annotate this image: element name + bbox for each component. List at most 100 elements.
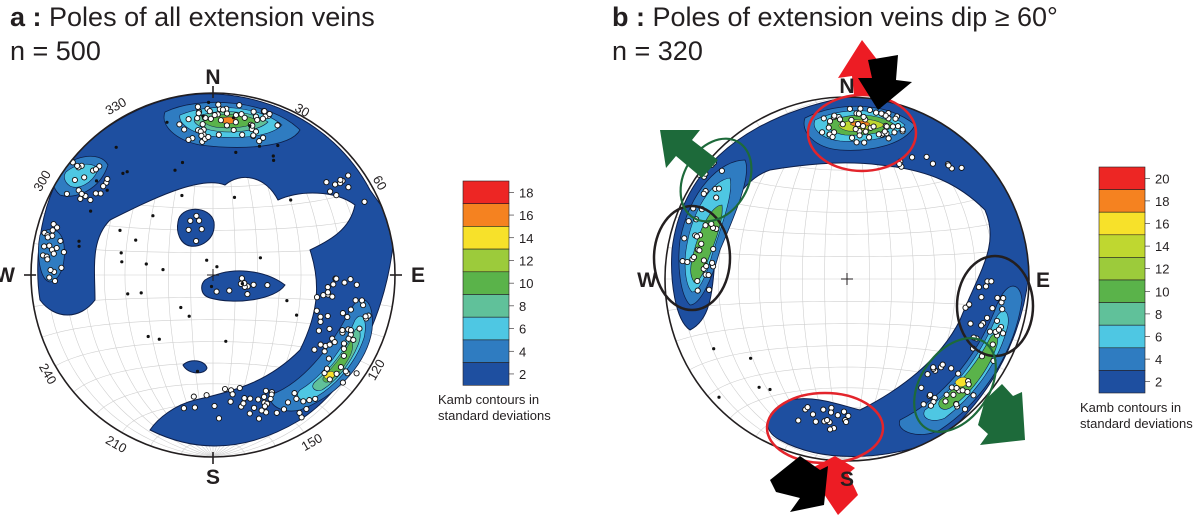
- pole-point: [840, 408, 848, 415]
- pole-point: [878, 110, 885, 117]
- pole-point: [303, 405, 310, 413]
- pole-point: [134, 238, 138, 242]
- pole-point: [861, 139, 868, 146]
- pole-point: [323, 365, 331, 372]
- pole-point: [195, 369, 200, 373]
- pole-point: [698, 240, 705, 247]
- pole-point: [94, 179, 99, 183]
- pole-point: [885, 135, 892, 142]
- legend-swatch: [1098, 211, 1146, 236]
- dir-a-w: W: [0, 264, 15, 287]
- pole-point: [121, 171, 125, 175]
- pole-point: [60, 249, 67, 256]
- pole-point: [248, 124, 252, 128]
- pole-point: [866, 134, 873, 141]
- pole-point: [333, 275, 340, 282]
- pole-point: [280, 406, 288, 413]
- pole-point: [205, 133, 212, 141]
- pole-point: [193, 212, 200, 219]
- pole-point: [190, 393, 197, 400]
- legend-level-label: 12: [1155, 262, 1169, 277]
- legend-level-label: 10: [519, 276, 533, 291]
- az-a-210: 210: [103, 432, 129, 456]
- pole-point: [313, 294, 321, 301]
- legend-level-label: 18: [519, 185, 533, 200]
- pole-point: [44, 256, 51, 263]
- pole-point: [347, 306, 354, 313]
- contour-b-6-se: [923, 310, 1009, 421]
- pole-point: [211, 402, 218, 410]
- pole-point: [51, 277, 59, 285]
- legend-level-label: 8: [519, 299, 526, 314]
- pole-point: [350, 336, 357, 343]
- pole-point: [870, 123, 877, 130]
- panel-b-letter: b: [612, 2, 629, 32]
- pole-point: [362, 313, 369, 320]
- pole-point: [207, 100, 211, 104]
- pole-point: [92, 166, 99, 173]
- pole-point: [231, 116, 236, 120]
- pole-point: [820, 406, 827, 413]
- pole-point: [180, 405, 187, 412]
- arrow-red-north: [838, 40, 888, 95]
- pole-point: [105, 188, 109, 192]
- legend-swatch: [462, 248, 510, 273]
- legend-swatch: [462, 203, 510, 227]
- pole-point: [276, 143, 280, 148]
- pole-point: [326, 341, 333, 348]
- pole-point: [768, 387, 772, 392]
- legend-level-label: 2: [1155, 375, 1162, 390]
- pole-point: [860, 123, 867, 130]
- stereonet-b: N E S W: [637, 40, 1050, 515]
- pole-point: [255, 415, 263, 422]
- pole-point: [352, 297, 359, 304]
- legend-swatch: [1098, 324, 1146, 349]
- pole-point: [873, 109, 880, 116]
- pole-point: [361, 198, 368, 205]
- arrow-green-se: [978, 384, 1025, 445]
- pole-point: [289, 198, 293, 202]
- pole-point: [993, 317, 1001, 324]
- pole-point: [185, 116, 192, 123]
- pole-point: [194, 115, 201, 122]
- pole-point: [712, 347, 716, 351]
- pole-point: [238, 275, 245, 282]
- legend-swatch: [1098, 166, 1146, 190]
- pole-point: [271, 154, 275, 158]
- pole-point: [961, 406, 969, 413]
- pole-point: [953, 401, 960, 408]
- pole-point: [970, 392, 977, 399]
- pole-point: [927, 391, 934, 398]
- pole-point: [295, 313, 299, 317]
- pole-point: [77, 195, 84, 202]
- pole-point: [845, 412, 852, 419]
- pole-point: [223, 122, 230, 129]
- pole-point: [151, 214, 155, 218]
- pole-point: [918, 384, 925, 391]
- pole-point: [995, 326, 1002, 333]
- pole-point: [241, 395, 248, 402]
- pole-point: [44, 234, 51, 241]
- pole-point: [340, 352, 347, 359]
- pole-point: [180, 160, 185, 165]
- pole-point: [333, 192, 340, 199]
- pole-point: [340, 340, 348, 347]
- pole-point: [81, 174, 88, 181]
- legend-level-label: 6: [519, 322, 526, 337]
- pole-point: [809, 411, 817, 418]
- pole-point: [967, 320, 974, 327]
- pole-point: [975, 284, 982, 291]
- pole-point: [345, 172, 352, 179]
- legend-level-label: 14: [519, 231, 533, 246]
- pole-point: [705, 271, 712, 279]
- pole-point: [920, 401, 927, 408]
- pole-point: [964, 388, 971, 395]
- pole-point: [834, 412, 841, 419]
- pole-point: [326, 325, 333, 332]
- pole-point: [157, 337, 161, 341]
- pole-point: [187, 314, 191, 318]
- pole-point: [317, 313, 324, 320]
- pole-point: [215, 415, 223, 422]
- pole-point: [234, 150, 238, 154]
- pole-point: [999, 306, 1006, 313]
